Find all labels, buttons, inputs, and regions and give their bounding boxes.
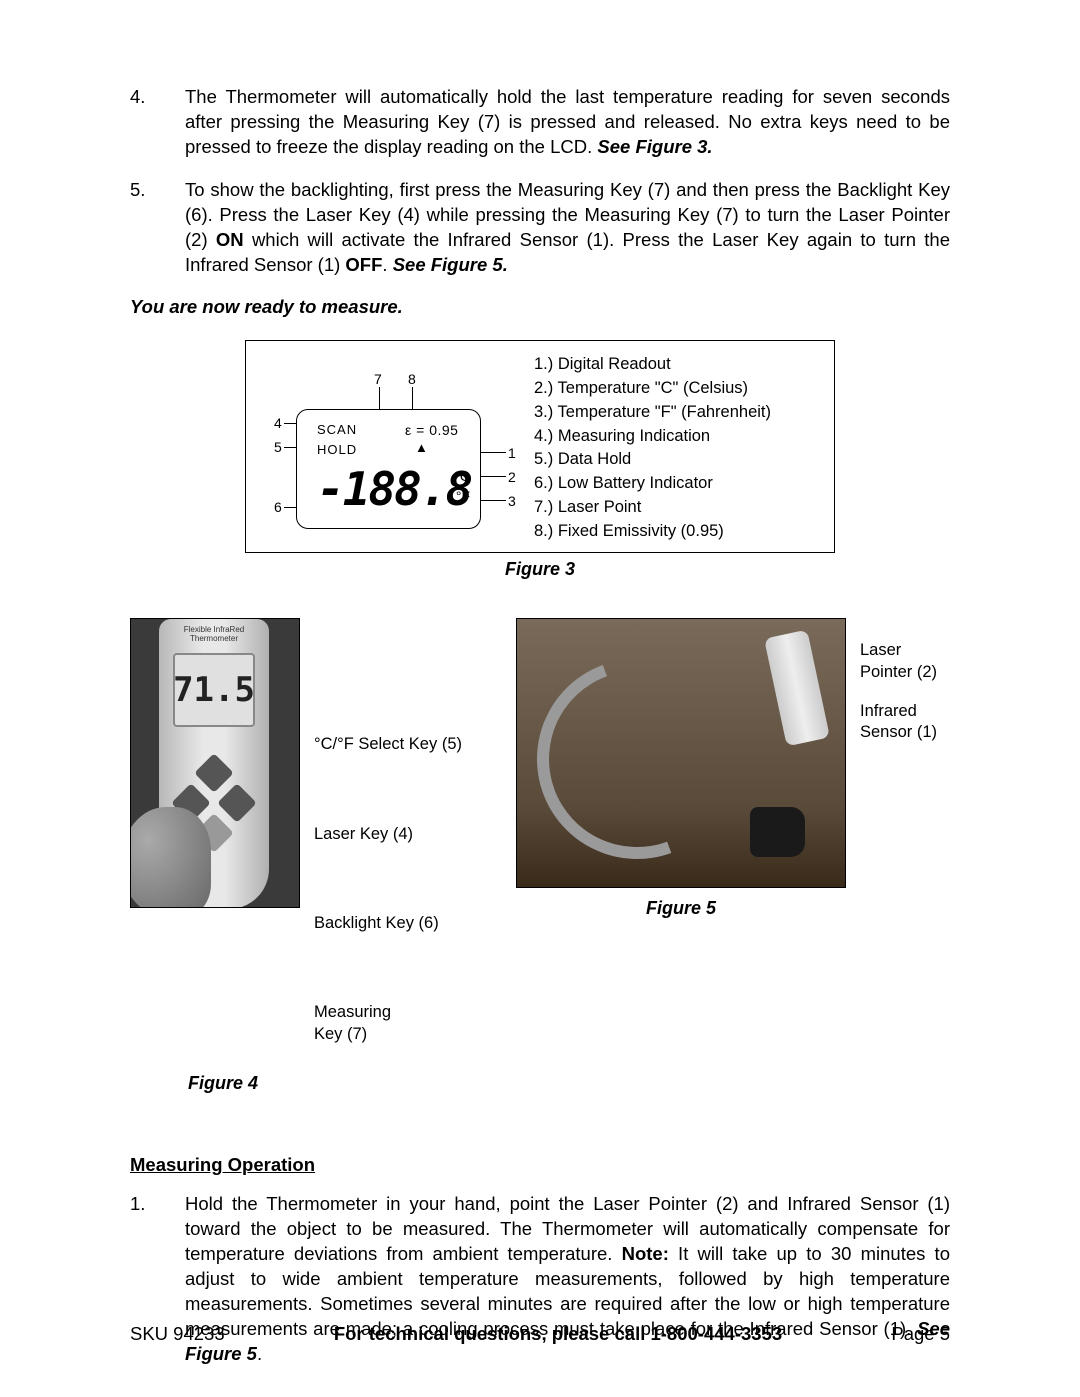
callout-4: 4 xyxy=(274,415,282,431)
cf-key-icon xyxy=(194,753,234,793)
callout-7: 7 xyxy=(374,371,382,387)
step-text: To show the backlighting, first press th… xyxy=(185,178,950,278)
legend-item: 1.) Digital Readout xyxy=(534,353,822,377)
figure-4-photo: Flexible InfraRed Thermometer 71.5 xyxy=(130,618,300,908)
footer-sku: SKU 94233 xyxy=(130,1323,225,1345)
figure-3-box: 7 8 4 5 6 1 2 3 SCAN HOLD ε = 0.95 ▲ -18… xyxy=(245,340,835,553)
infrared-sensor-label: Infrared Sensor (1) xyxy=(860,701,950,744)
callout-1: 1 xyxy=(508,445,516,461)
lcd-emissivity: ε = 0.95 xyxy=(405,422,458,438)
figure-3-legend: 1.) Digital Readout 2.) Temperature "C" … xyxy=(534,349,822,544)
callout-2: 2 xyxy=(508,469,516,485)
cf-select-key-label: °C/°F Select Key (5) xyxy=(314,676,486,755)
legend-item: 2.) Temperature "C" (Celsius) xyxy=(534,377,822,401)
flexible-probe xyxy=(516,626,770,888)
legend-item: 8.) Fixed Emissivity (0.95) xyxy=(534,520,822,544)
callout-8: 8 xyxy=(408,371,416,387)
figure-5-caption: Figure 5 xyxy=(516,898,846,919)
legend-item: 3.) Temperature "F" (Fahrenheit) xyxy=(534,401,822,425)
legend-item: 7.) Laser Point xyxy=(534,496,822,520)
lcd-celsius: °C xyxy=(454,468,470,484)
legend-item: 6.) Low Battery Indicator xyxy=(534,472,822,496)
callout-5: 5 xyxy=(274,439,282,455)
legend-item: 4.) Measuring Indication xyxy=(534,425,822,449)
laser-key-label: Laser Key (4) xyxy=(314,766,486,845)
laser-pointer-label: Laser Pointer (2) xyxy=(860,640,950,683)
ready-to-measure-line: You are now ready to measure. xyxy=(130,296,950,318)
device-label: Flexible InfraRed Thermometer xyxy=(159,625,269,643)
lcd-frame: SCAN HOLD ε = 0.95 ▲ -188.8 °C °F xyxy=(296,409,481,529)
backlight-key-icon xyxy=(217,783,257,823)
lcd-scan-label: SCAN xyxy=(317,422,357,437)
callout-3: 3 xyxy=(508,493,516,509)
footer-tech-support: For technical questions, please call 1-8… xyxy=(334,1323,782,1345)
figure-4-labels: °C/°F Select Key (5) Laser Key (4) Backl… xyxy=(300,618,486,1063)
figure-4-caption: Figure 4 xyxy=(130,1073,486,1094)
page: 4. The Thermometer will automatically ho… xyxy=(0,0,1080,1397)
footer-page-number: Page 5 xyxy=(891,1323,950,1345)
figure-5-labels: Laser Pointer (2) Infrared Sensor (1) xyxy=(846,618,950,888)
backlight-key-label: Backlight Key (6) xyxy=(314,855,486,934)
step-4: 4. The Thermometer will automatically ho… xyxy=(130,85,950,160)
step-text: The Thermometer will automatically hold … xyxy=(185,85,950,160)
figure-3-caption: Figure 3 xyxy=(130,559,950,580)
legend-item: 5.) Data Hold xyxy=(534,448,822,472)
step-number: 5. xyxy=(130,178,185,278)
lcd-fahrenheit: °F xyxy=(456,488,470,504)
laser-icon: ▲ xyxy=(415,440,428,455)
figures-4-5-row: Flexible InfraRed Thermometer 71.5 °C/° xyxy=(130,618,950,1094)
figure-5-column: Laser Pointer (2) Infrared Sensor (1) Fi… xyxy=(516,618,950,919)
device-lcd: 71.5 xyxy=(173,653,255,727)
sensor-tip xyxy=(750,807,805,857)
figure-4-column: Flexible InfraRed Thermometer 71.5 °C/° xyxy=(130,618,486,1094)
measuring-key-label: Measuring Key (7) xyxy=(314,944,424,1045)
hand-thumb xyxy=(130,807,211,908)
thermometer-body xyxy=(764,630,830,747)
figure-3-diagram: 7 8 4 5 6 1 2 3 SCAN HOLD ε = 0.95 ▲ -18… xyxy=(254,349,534,544)
section-heading-measuring-operation: Measuring Operation xyxy=(130,1154,950,1176)
figure-5-photo xyxy=(516,618,846,888)
lcd-hold-label: HOLD xyxy=(317,442,357,457)
lcd-digits: -188.8 xyxy=(317,462,471,516)
callout-6: 6 xyxy=(274,499,282,515)
step-number: 4. xyxy=(130,85,185,160)
page-footer: SKU 94233 For technical questions, pleas… xyxy=(130,1323,950,1345)
step-5: 5. To show the backlighting, first press… xyxy=(130,178,950,278)
